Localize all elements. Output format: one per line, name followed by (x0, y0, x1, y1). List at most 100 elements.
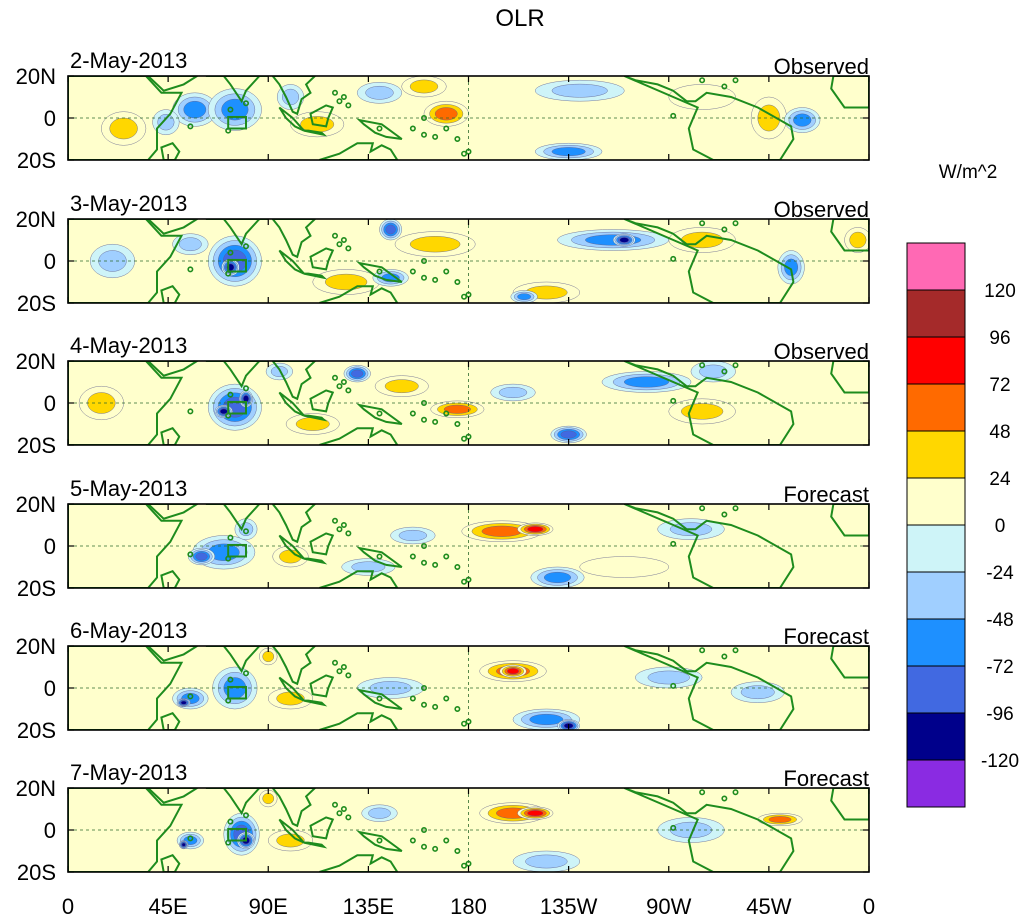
olr-anomaly-blob (423, 101, 469, 127)
coastline (68, 646, 184, 730)
colorbar-swatch (906, 759, 966, 808)
island (187, 835, 194, 842)
island (420, 416, 427, 423)
island (227, 391, 234, 398)
island (732, 789, 739, 796)
olr-anomaly-blob (374, 375, 429, 397)
olr-anomaly-blob (187, 547, 215, 566)
coastline (830, 646, 869, 679)
y-tick-label: 20S (17, 860, 56, 885)
olr-anomaly-blob (535, 143, 603, 160)
island (243, 385, 250, 392)
island (376, 410, 383, 417)
coastline (623, 788, 795, 872)
colorbar-swatch (906, 712, 966, 761)
reference-box (227, 685, 247, 700)
coastline (146, 76, 199, 92)
panel-date: 5-May-2013 (70, 476, 187, 501)
coastline (146, 504, 199, 520)
coastline (146, 219, 199, 235)
island (336, 526, 343, 533)
colorbar-label: 24 (989, 469, 1011, 490)
coastline (623, 76, 795, 160)
coastlines (68, 361, 869, 445)
chart-title: OLR (495, 5, 544, 32)
olr-anomaly-blob (517, 806, 554, 820)
olr-anomaly-blob (730, 681, 785, 703)
island (409, 125, 416, 132)
island (721, 226, 728, 233)
coastline (278, 249, 305, 275)
y-tick-label: 20N (16, 776, 56, 801)
island (331, 89, 338, 96)
island (454, 278, 461, 285)
olr-anomaly-blob (207, 383, 262, 431)
y-tick-label: 20N (16, 64, 56, 89)
olr-anomaly-blob (78, 386, 124, 421)
coastline (623, 504, 795, 588)
colorbar-label: 72 (989, 375, 1010, 396)
coastline (830, 219, 869, 252)
colorbar-label: -48 (986, 610, 1013, 631)
panels: 20N 0 20S 2-May-2013 Observed 20N 0 20S 3-May-20… (16, 48, 870, 885)
olr-anomaly-blob (499, 664, 527, 678)
colorbar-label: -24 (986, 563, 1014, 584)
olr-anomaly-blob (101, 111, 147, 146)
y-tick-label: 20N (16, 492, 56, 517)
olr-anomaly-blob (361, 804, 398, 822)
island (432, 276, 439, 283)
y-tick-label: 0 (44, 391, 56, 416)
island (443, 837, 450, 844)
panel-date: 4-May-2013 (70, 333, 187, 358)
y-tick-label: 20S (17, 433, 56, 458)
coastline (278, 391, 305, 417)
panel-kind: Forecast (783, 482, 869, 507)
island (376, 125, 383, 132)
colorbar-label: 120 (984, 281, 1016, 302)
island (443, 125, 450, 132)
coastline (278, 106, 305, 132)
island (336, 241, 343, 248)
coastline (278, 534, 305, 560)
y-tick-label: 0 (44, 818, 56, 843)
panel-kind: Forecast (783, 624, 869, 649)
olr-anomaly-blob (635, 666, 703, 689)
coastline (205, 219, 269, 247)
island (336, 383, 343, 390)
island (432, 703, 439, 710)
island (331, 659, 338, 666)
coastline (160, 427, 181, 445)
y-tick-label: 20S (17, 291, 56, 316)
olr-anomaly-blob (259, 647, 278, 666)
coastline (146, 788, 199, 804)
olr-anomaly-blob (510, 290, 538, 303)
olr-anomaly-blob (390, 526, 436, 545)
panel-date: 2-May-2013 (70, 48, 187, 73)
y-tick-label: 20N (16, 207, 56, 232)
coastline (830, 504, 869, 537)
olr-field (101, 76, 821, 160)
olr-field (176, 789, 803, 872)
y-tick-label: 20N (16, 349, 56, 374)
coastline (205, 646, 269, 674)
island (461, 293, 468, 300)
units-label: W/m^2 (939, 162, 998, 183)
colorbar-swatch (906, 242, 966, 291)
colorbar-swatch (906, 336, 966, 385)
island (732, 220, 739, 227)
island (420, 257, 427, 264)
olr-anomaly-blob (550, 425, 587, 444)
coastlines (68, 76, 869, 160)
island (340, 378, 347, 385)
coastline (303, 129, 328, 137)
coastline (319, 712, 399, 730)
y-tick-label: 20N (16, 634, 56, 659)
island (443, 268, 450, 275)
island (409, 837, 416, 844)
olr-anomaly-blob (844, 227, 869, 253)
island (243, 670, 250, 677)
panel: 20N 0 20S 2-May-2013 Observed (16, 48, 870, 173)
island (409, 410, 416, 417)
